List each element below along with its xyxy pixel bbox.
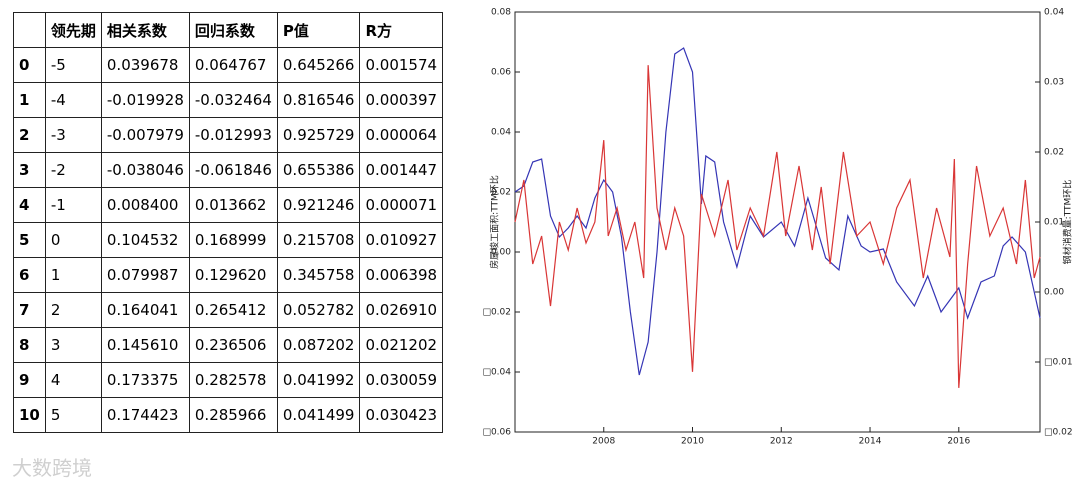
table-cell: 0.008400 — [100, 187, 190, 223]
table-cell: -0.012993 — [188, 117, 278, 153]
table-row: 3 -2 -0.038046 -0.061846 0.655386 0.001447 — [13, 152, 444, 188]
table-cell: 0.265412 — [188, 292, 278, 328]
table-cell: 0.041992 — [276, 362, 361, 398]
table-cell: 0.816546 — [276, 82, 361, 118]
y2-tick-label: □0.01 — [1044, 358, 1073, 368]
table-cell: 0.041499 — [276, 397, 361, 433]
table-cell: 0.145610 — [100, 327, 190, 363]
table-row: 0 -5 0.039678 0.064767 0.645266 0.001574 — [13, 47, 444, 83]
row-index: 4 — [13, 187, 46, 223]
y-tick-label: 0.08 — [491, 8, 511, 18]
table-cell: 0.215708 — [276, 222, 361, 258]
x-tick-label: 2014 — [859, 437, 882, 447]
table-cell: -0.038046 — [100, 152, 190, 188]
table-cell: 0.925729 — [276, 117, 361, 153]
table-cell: 0.345758 — [276, 257, 361, 293]
y2-tick-label: 0.02 — [1044, 148, 1064, 158]
table-cell: 0.236506 — [188, 327, 278, 363]
column-header: R方 — [359, 12, 444, 48]
table-cell: 0.921246 — [276, 187, 361, 223]
y-tick-label: □0.04 — [482, 368, 511, 378]
y-axis-label: 房屋竣工面积:TTM环比 — [489, 175, 501, 269]
y2-axis-label: 钢材消费量:TTM环比 — [1062, 180, 1074, 265]
table-cell: 0.174423 — [100, 397, 190, 433]
table-row: 2 -3 -0.007979 -0.012993 0.925729 0.000064 — [13, 117, 444, 153]
row-index: 6 — [13, 257, 46, 293]
table-row: 9 4 0.173375 0.282578 0.041992 0.030059 — [13, 362, 444, 398]
y-tick-label: □0.06 — [482, 428, 511, 438]
table-cell: 0.001574 — [359, 47, 444, 83]
row-index: 3 — [13, 152, 46, 188]
table-row: 4 -1 0.008400 0.013662 0.921246 0.000071 — [13, 187, 444, 223]
plot-frame — [514, 11, 1041, 433]
table-cell: 4 — [44, 362, 102, 398]
table-cell: 0.001447 — [359, 152, 444, 188]
data-line — [514, 47, 1041, 376]
row-index: 1 — [13, 82, 46, 118]
y-tick-label: 0.00 — [491, 248, 511, 258]
y2-tick-label: □0.02 — [1044, 428, 1073, 438]
table-cell: -3 — [44, 117, 102, 153]
table-cell: -0.019928 — [100, 82, 190, 118]
row-index: 10 — [13, 397, 46, 433]
y2-tick-label: 0.00 — [1044, 288, 1064, 298]
table-cell: 5 — [44, 397, 102, 433]
table-cell: 0.026910 — [359, 292, 444, 328]
table-cell: 0.006398 — [359, 257, 444, 293]
table-row: 10 5 0.174423 0.285966 0.041499 0.030423 — [13, 397, 444, 433]
x-tick-label: 2010 — [681, 437, 704, 447]
table-cell: 0.285966 — [188, 397, 278, 433]
table-cell: -5 — [44, 47, 102, 83]
table-cell: -0.061846 — [188, 152, 278, 188]
table-cell: 0.164041 — [100, 292, 190, 328]
table-cell: -1 — [44, 187, 102, 223]
y-tick-label: 0.04 — [491, 128, 511, 138]
table-cell: 1 — [44, 257, 102, 293]
y2-tick-label: 0.01 — [1044, 218, 1064, 228]
watermark: 大数跨境 — [12, 456, 92, 480]
data-line — [514, 65, 1041, 388]
row-index: 7 — [13, 292, 46, 328]
table-cell: -0.032464 — [188, 82, 278, 118]
y-tick-label: □0.02 — [482, 308, 511, 318]
table-cell: 0.000064 — [359, 117, 444, 153]
table-cell: 0.030423 — [359, 397, 444, 433]
table-cell: -2 — [44, 152, 102, 188]
table-cell: 0.282578 — [188, 362, 278, 398]
y2-tick-label: 0.03 — [1044, 78, 1064, 88]
y-tick-label: 0.06 — [491, 68, 511, 78]
data-table: 领先期 相关系数 回归系数 P值 R方 0 -5 0.039678 0.064767 0.6452… — [13, 12, 444, 433]
table-cell: 0.064767 — [188, 47, 278, 83]
row-index: 0 — [13, 47, 46, 83]
table-cell: 0.030059 — [359, 362, 444, 398]
table-cell: 0.087202 — [276, 327, 361, 363]
column-header: 回归系数 — [188, 12, 278, 48]
table-cell: -0.007979 — [100, 117, 190, 153]
table-cell: 0.000397 — [359, 82, 444, 118]
table-cell: 0.168999 — [188, 222, 278, 258]
x-tick-label: 2016 — [947, 437, 970, 447]
row-index: 9 — [13, 362, 46, 398]
x-tick-label: 2008 — [592, 437, 615, 447]
x-tick-label: 2012 — [770, 437, 793, 447]
table-cell: 0.173375 — [100, 362, 190, 398]
table-cell: 0.010927 — [359, 222, 444, 258]
table-cell: 0.104532 — [100, 222, 190, 258]
y-tick-label: 0.02 — [491, 188, 511, 198]
y2-tick-label: 0.04 — [1044, 8, 1064, 18]
table-cell: 0.645266 — [276, 47, 361, 83]
table-cell: 0.129620 — [188, 257, 278, 293]
table-row: 8 3 0.145610 0.236506 0.087202 0.021202 — [13, 327, 444, 363]
table-cell: 0.000071 — [359, 187, 444, 223]
